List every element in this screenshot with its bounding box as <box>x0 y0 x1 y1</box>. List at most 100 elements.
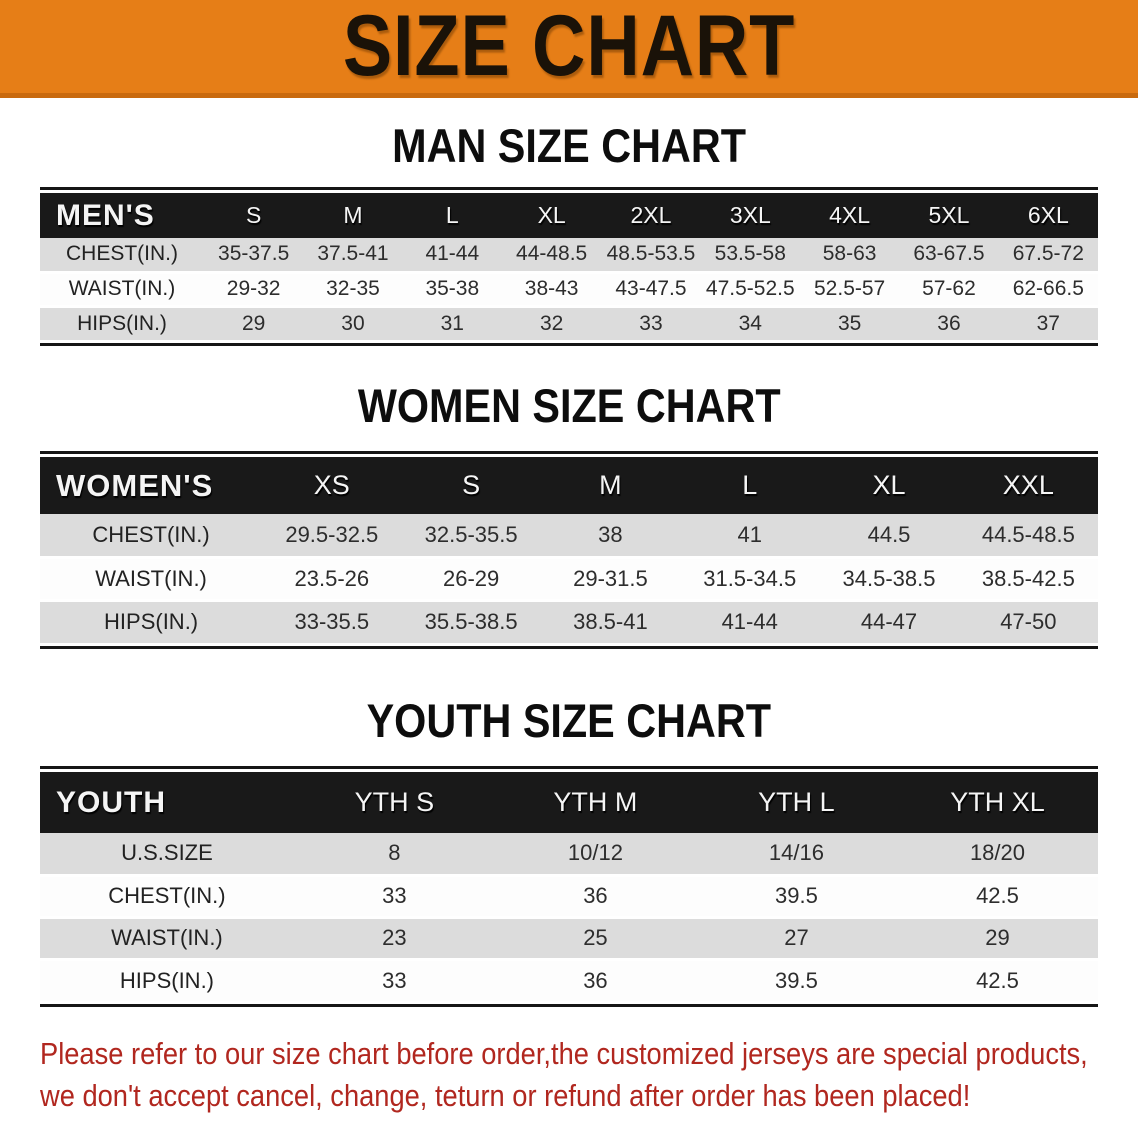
section-heading-text: MAN SIZE CHART <box>392 119 746 172</box>
table-cell: 23 <box>382 925 407 950</box>
table-cell: 18/20 <box>969 840 1025 866</box>
size-chart-section: MAN SIZE CHART MEN'S S M L XL 2XL 3XL 4XL 5XL 6XL C… <box>40 98 1098 346</box>
table-cell: 57-62 <box>922 277 976 300</box>
size-header-cell: XXL <box>958 457 1098 514</box>
header-row: WOMEN'S XS S M L XL XXL <box>40 457 1098 514</box>
table-cell: 58-63 <box>822 242 877 266</box>
table-cell: 41-44 <box>721 609 778 635</box>
table-cell: 35-38 <box>425 277 480 300</box>
group-label-cell: MEN'S <box>40 193 204 238</box>
table-cell: 52.5-57 <box>814 277 886 300</box>
table-cell: 44-48.5 <box>516 242 588 266</box>
table-cell: 42.5 <box>976 883 1019 908</box>
size-header-cell: 2XL <box>601 193 701 238</box>
table-row: CHEST(IN.) 29.5-32.5 32.5-35.5 38 41 44.5 44.5… <box>40 514 1098 557</box>
size-chart-sections: MAN SIZE CHART MEN'S S M L XL 2XL 3XL 4XL 5XL 6XL C… <box>0 98 1138 1007</box>
table-cell: 47-50 <box>1000 609 1057 635</box>
section-heading: YOUTH SIZE CHART <box>40 649 1098 766</box>
table-cell: 35-37.5 <box>218 242 290 266</box>
header-row: MEN'S S M L XL 2XL 3XL 4XL 5XL 6XL <box>40 193 1098 238</box>
size-header-cell: XL <box>819 457 959 514</box>
banner-title: SIZE CHART <box>342 0 796 94</box>
row-label: CHEST(IN.) <box>108 883 226 908</box>
disclaimer: Please refer to our size chart before or… <box>40 1033 1098 1117</box>
row-label: CHEST(IN.) <box>65 242 178 266</box>
size-header-cell: M <box>303 193 403 238</box>
table-frame: MEN'S S M L XL 2XL 3XL 4XL 5XL 6XL CHEST(IN.) 35-37… <box>40 187 1098 346</box>
table-cell: 36 <box>937 311 961 335</box>
table-row: U.S.SIZE 8 10/12 14/16 18/20 <box>40 833 1098 875</box>
table-cell: 29-32 <box>226 277 281 300</box>
table-cell: 44-47 <box>860 609 918 635</box>
size-header-cell: 3XL <box>700 193 800 238</box>
table-row: HIPS(IN.) 33 36 39.5 42.5 <box>40 959 1098 1001</box>
group-label-cell: YOUTH <box>40 772 294 833</box>
table-cell: 27 <box>784 925 809 950</box>
table-cell: 37.5-41 <box>317 242 389 266</box>
table-row: CHEST(IN.) 33 36 39.5 42.5 <box>40 875 1098 917</box>
header-row: YOUTH YTH S YTH M YTH L YTH XL <box>40 772 1098 833</box>
section-heading: WOMEN SIZE CHART <box>40 346 1098 451</box>
table-cell: 31 <box>440 311 464 335</box>
table-row: WAIST(IN.) 23.5-26 26-29 29-31.5 31.5-34.5 34… <box>40 557 1098 600</box>
size-table-head: WOMEN'S XS S M L XL XXL <box>40 457 1098 514</box>
table-cell: 37 <box>1036 311 1060 335</box>
table-cell: 32.5-35.5 <box>424 521 518 547</box>
row-label: WAIST(IN.) <box>95 565 207 591</box>
disclaimer-line-2: we don't accept cancel, change, teturn o… <box>40 1078 971 1113</box>
table-cell: 10/12 <box>567 840 623 866</box>
size-header-cell: 4XL <box>799 193 900 238</box>
table-cell: 35.5-38.5 <box>424 609 518 635</box>
group-label-cell: WOMEN'S <box>40 457 263 514</box>
size-header-cell: YTH XL <box>896 772 1098 833</box>
size-chart-section: YOUTH SIZE CHART YOUTH YTH S YTH M YTH L YTH … <box>40 649 1098 1007</box>
table-row: HIPS(IN.) 33-35.5 35.5-38.5 38.5-41 41-44 44-… <box>40 600 1098 643</box>
table-cell: 33-35.5 <box>294 609 370 635</box>
table-cell: 48.5-53.5 <box>606 242 696 266</box>
size-header-cell: XS <box>262 457 402 514</box>
size-header-cell: XL <box>501 193 602 238</box>
row-label: HIPS(IN.) <box>119 967 215 993</box>
size-header-cell: 5XL <box>899 193 999 238</box>
row-label: HIPS(IN.) <box>104 609 199 635</box>
table-cell: 14/16 <box>768 840 824 866</box>
table-cell: 38 <box>598 521 623 547</box>
table-cell: 44.5-48.5 <box>981 521 1075 547</box>
row-label: WAIST(IN.) <box>68 277 176 300</box>
size-table: YOUTH YTH S YTH M YTH L YTH XL U.S.SIZE 8 10/12… <box>40 772 1098 1001</box>
table-cell: 36 <box>583 967 608 993</box>
table-cell: 34.5-38.5 <box>842 565 936 591</box>
table-cell: 42.5 <box>976 967 1019 993</box>
size-header-cell: L <box>402 193 502 238</box>
table-cell: 39.5 <box>775 883 818 908</box>
table-cell: 38.5-42.5 <box>981 565 1075 591</box>
table-frame: WOMEN'S XS S M L XL XXL CHEST(IN.) 29.5-32.5 32.5… <box>40 451 1098 649</box>
table-cell: 53.5-58 <box>714 242 786 266</box>
section-heading-text: WOMEN SIZE CHART <box>357 379 781 432</box>
table-cell: 32-35 <box>326 277 380 300</box>
table-cell: 67.5-72 <box>1012 242 1084 266</box>
table-row: WAIST(IN.) 29-32 32-35 35-38 38-43 43-47.5 47.… <box>40 272 1098 306</box>
table-cell: 32 <box>539 311 564 335</box>
size-table-body: U.S.SIZE 8 10/12 14/16 18/20 CHEST(IN.) 33 36 39… <box>40 833 1098 1001</box>
table-cell: 38-43 <box>524 277 579 300</box>
table-cell: 30 <box>341 311 365 335</box>
table-row: HIPS(IN.) 29 30 31 32 33 34 35 36 37 <box>40 306 1098 340</box>
size-chart-banner: SIZE CHART <box>0 0 1138 98</box>
size-table: WOMEN'S XS S M L XL XXL CHEST(IN.) 29.5-32.5 32.5… <box>40 457 1098 643</box>
table-cell: 29 <box>985 925 1010 950</box>
table-cell: 8 <box>388 840 401 866</box>
table-cell: 33 <box>639 311 663 335</box>
size-header-cell: L <box>680 457 820 514</box>
size-table-body: CHEST(IN.) 29.5-32.5 32.5-35.5 38 41 44.5 44.5… <box>40 514 1098 643</box>
size-table-body: CHEST(IN.) 35-37.5 37.5-41 41-44 44-48.5 48.5… <box>40 238 1098 340</box>
size-header-cell: M <box>540 457 681 514</box>
row-label: HIPS(IN.) <box>77 311 167 335</box>
table-cell: 25 <box>583 925 608 950</box>
size-header-cell: S <box>401 457 541 514</box>
size-header-cell: S <box>203 193 304 238</box>
table-cell: 38.5-41 <box>573 609 648 635</box>
size-chart-section: WOMEN SIZE CHART WOMEN'S XS S M L XL XXL CHEST(I… <box>40 346 1098 649</box>
size-header-cell: YTH S <box>293 772 495 833</box>
table-row: WAIST(IN.) 23 25 27 29 <box>40 917 1098 959</box>
